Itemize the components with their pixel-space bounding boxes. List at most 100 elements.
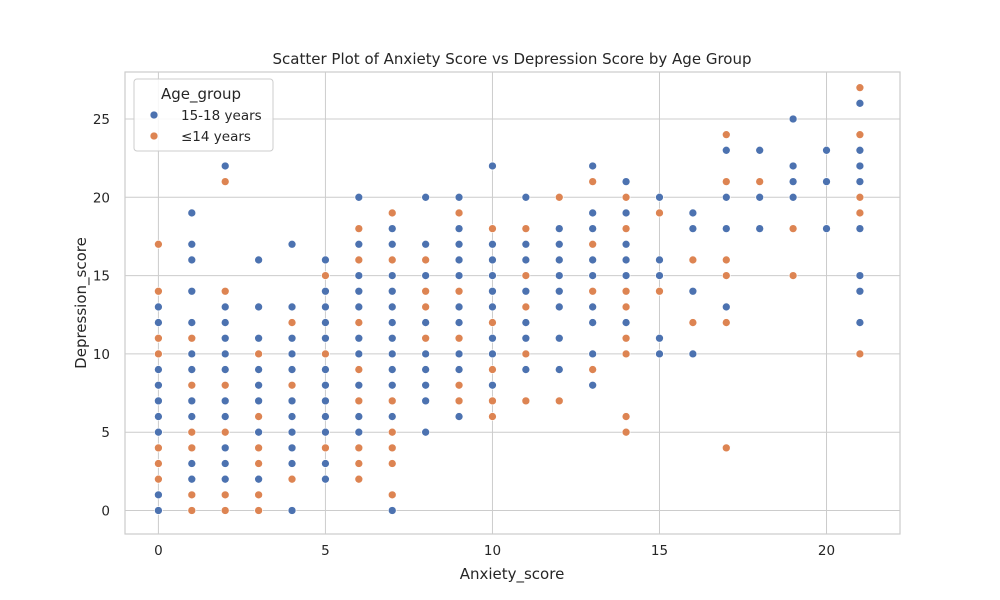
point-15-18-years [287,239,297,249]
point-under-14-years [655,286,664,296]
point-under-14-years [721,255,731,265]
point-15-18-years [187,396,197,406]
point-15-18-years [321,427,330,437]
point-15-18-years [588,318,598,327]
point-under-14-years [387,443,397,453]
point-under-14-years [187,380,197,390]
point-15-18-years [154,318,163,327]
point-15-18-years [287,396,297,406]
point-15-18-years [354,286,364,296]
point-15-18-years [254,380,263,390]
point-15-18-years [154,490,163,500]
point-under-14-years [488,224,497,233]
point-15-18-years [688,286,698,296]
point-15-18-years [154,506,163,515]
point-15-18-years [488,286,497,296]
point-15-18-years [387,333,397,343]
point-15-18-years [855,98,865,108]
point-15-18-years [220,161,230,171]
point-under-14-years [621,412,631,421]
point-15-18-years [788,177,798,186]
point-under-14-years [588,239,598,249]
point-15-18-years [655,255,664,265]
point-15-18-years [655,192,664,202]
point-15-18-years [321,412,330,421]
y-tick-label: 0 [101,504,110,520]
point-under-14-years [354,396,364,406]
point-15-18-years [755,192,765,202]
point-15-18-years [554,239,564,249]
legend-title: Age_group [161,85,241,104]
y-axis-label: Depression_score [72,237,91,369]
point-under-14-years [254,412,263,421]
point-15-18-years [688,224,698,233]
point-15-18-years [855,271,865,280]
point-15-18-years [287,349,297,359]
point-15-18-years [588,349,598,359]
point-15-18-years [721,302,731,312]
point-15-18-years [588,161,598,171]
point-15-18-years [554,224,564,233]
legend-box [133,78,274,152]
point-under-14-years [521,396,531,406]
point-15-18-years [321,474,330,484]
point-15-18-years [688,349,698,359]
point-under-14-years [621,286,631,296]
point-under-14-years [688,255,698,265]
point-15-18-years [354,380,364,390]
point-under-14-years [488,318,497,327]
point-under-14-years [621,302,631,312]
point-15-18-years [421,380,430,390]
point-under-14-years [655,208,664,218]
legend-label-under-14: ≤14 years [181,129,251,145]
point-15-18-years [354,412,364,421]
point-15-18-years [721,145,731,155]
point-15-18-years [488,302,497,312]
point-15-18-years [454,365,464,374]
point-15-18-years [588,208,598,218]
point-under-14-years [855,349,865,359]
point-15-18-years [154,380,163,390]
point-under-14-years [387,459,397,468]
point-15-18-years [521,333,531,343]
point-under-14-years [621,224,631,233]
point-under-14-years [387,255,397,265]
point-15-18-years [488,333,497,343]
point-15-18-years [287,459,297,468]
point-15-18-years [187,349,197,359]
point-under-14-years [387,208,397,218]
point-under-14-years [721,443,731,453]
point-15-18-years [554,365,564,374]
point-15-18-years [521,239,531,249]
y-tick-label: 10 [93,347,110,363]
point-15-18-years [588,302,598,312]
x-tick-label: 20 [818,543,835,559]
point-under-14-years [488,412,497,421]
point-under-14-years [287,380,297,390]
point-15-18-years [187,459,197,468]
point-15-18-years [588,255,598,265]
point-15-18-years [187,255,197,265]
point-under-14-years [220,506,230,515]
point-15-18-years [721,224,731,233]
point-15-18-years [454,349,464,359]
point-under-14-years [521,224,531,233]
point-under-14-years [387,490,397,500]
point-15-18-years [220,333,230,343]
point-15-18-years [321,365,330,374]
point-under-14-years [421,286,430,296]
point-15-18-years [287,333,297,343]
point-under-14-years [521,349,531,359]
chart-title: Scatter Plot of Anxiety Score vs Depress… [273,50,752,68]
point-under-14-years [387,396,397,406]
point-15-18-years [387,349,397,359]
point-15-18-years [321,302,330,312]
point-15-18-years [554,302,564,312]
point-15-18-years [521,286,531,296]
point-under-14-years [154,459,163,468]
point-under-14-years [220,427,230,437]
point-under-14-years [454,286,464,296]
y-tick-label: 25 [93,112,110,128]
point-15-18-years [855,224,865,233]
point-15-18-years [421,192,430,202]
